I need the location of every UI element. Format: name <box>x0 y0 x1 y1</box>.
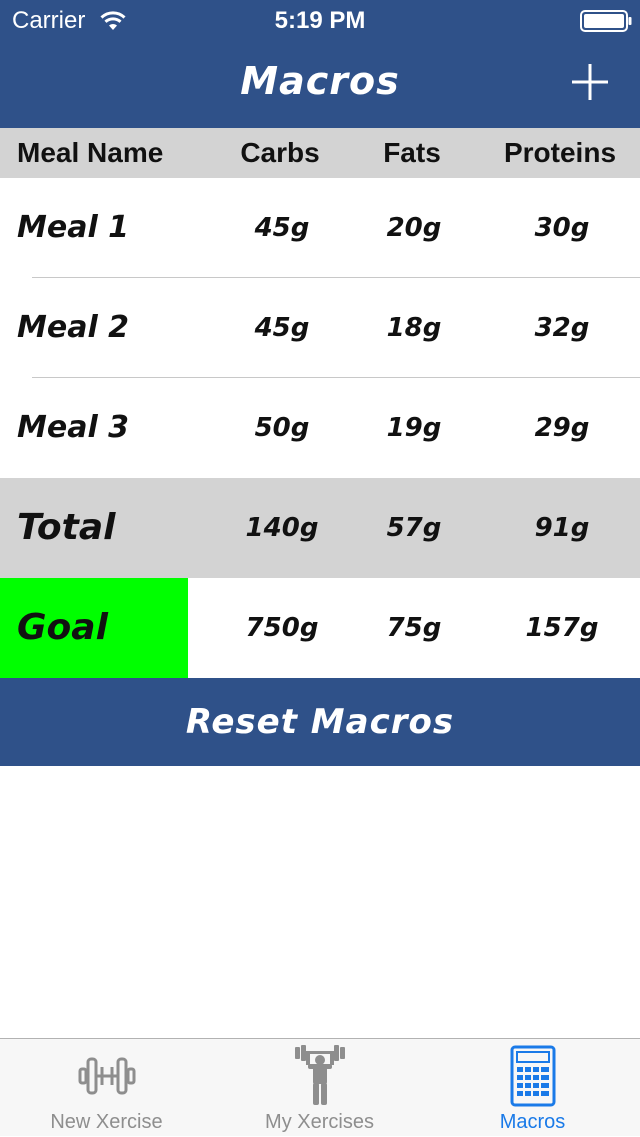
tab-label: New Xercise <box>50 1111 163 1133</box>
wifi-icon <box>100 11 126 30</box>
meal-proteins: 29g <box>534 413 590 443</box>
status-time: 5:19 PM <box>274 7 366 34</box>
dumbbell-icon <box>78 1057 136 1095</box>
battery-icon <box>580 10 632 32</box>
page-title: Macros <box>240 59 400 103</box>
header-meal-name: Meal Name <box>17 137 164 168</box>
calculator-icon <box>510 1045 556 1107</box>
carrier-label: Carrier <box>12 7 86 34</box>
goal-proteins: 157g <box>525 613 599 643</box>
navigation-bar: Carrier 5:19 PM Macros <box>0 0 640 128</box>
meal-name: Meal 1 <box>17 210 130 245</box>
add-meal-button[interactable] <box>562 56 618 108</box>
meal-carbs: 45g <box>254 313 310 343</box>
total-fats: 57g <box>386 513 442 543</box>
header-proteins: Proteins <box>503 137 617 168</box>
meal-carbs: 45g <box>254 213 310 243</box>
tab-new-xercise[interactable]: New Xercise <box>0 1039 213 1137</box>
tab-label: Macros <box>499 1111 566 1133</box>
goal-row[interactable]: Goal 750g 75g 157g <box>0 578 640 678</box>
meal-carbs: 50g <box>254 413 310 443</box>
weightlifter-icon <box>295 1045 345 1105</box>
tab-label: My Xercises <box>265 1111 374 1133</box>
meal-proteins: 32g <box>534 313 590 343</box>
tab-macros[interactable]: Macros <box>426 1039 639 1137</box>
meal-row[interactable]: Meal 1 45g 20g 30g <box>0 178 640 278</box>
goal-highlight <box>0 578 188 678</box>
row-divider <box>32 277 640 278</box>
goal-fats: 75g <box>386 613 442 643</box>
meal-fats: 18g <box>386 313 442 343</box>
reset-macros-button[interactable]: Reset Macros <box>0 678 640 766</box>
meal-fats: 19g <box>386 413 442 443</box>
total-carbs: 140g <box>245 513 319 543</box>
goal-carbs: 750g <box>245 613 319 643</box>
table-header: Meal Name Carbs Fats Proteins <box>0 128 640 178</box>
header-fats: Fats <box>383 137 441 168</box>
meal-proteins: 30g <box>534 213 590 243</box>
meal-row[interactable]: Meal 3 50g 19g 29g <box>0 378 640 478</box>
plus-icon <box>572 64 608 100</box>
meal-name: Meal 2 <box>17 310 130 345</box>
total-proteins: 91g <box>534 513 590 543</box>
meal-name: Meal 3 <box>17 410 130 445</box>
tab-bar: New Xercise My Xercises <box>0 1038 640 1136</box>
header-carbs: Carbs <box>240 137 320 168</box>
tab-my-xercises[interactable]: My Xercises <box>213 1039 426 1137</box>
meal-row[interactable]: Meal 2 45g 18g 32g <box>0 278 640 378</box>
total-label: Total <box>17 507 116 548</box>
row-divider <box>32 377 640 378</box>
meal-fats: 20g <box>386 213 442 243</box>
goal-label: Goal <box>17 607 108 648</box>
total-row: Total 140g 57g 91g <box>0 478 640 578</box>
